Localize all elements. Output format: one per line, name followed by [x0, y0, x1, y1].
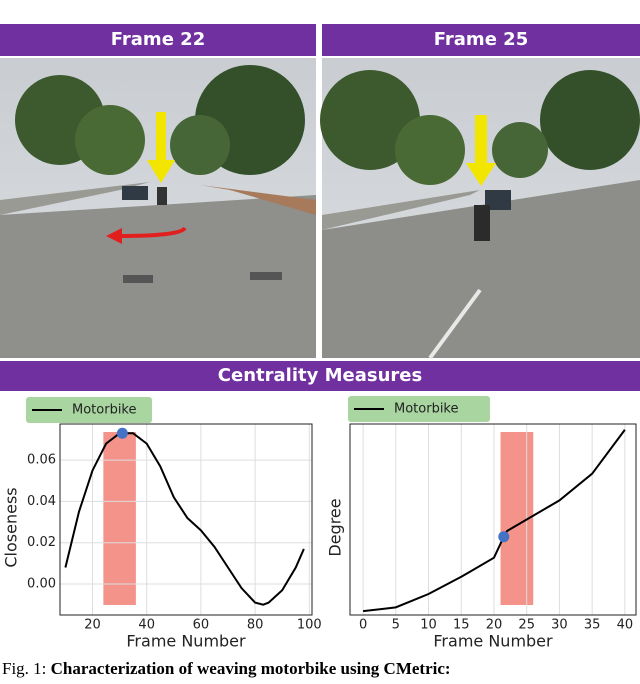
- x-tick-label: 80: [247, 618, 264, 633]
- caption-text: Characterization of weaving motorbike us…: [51, 659, 451, 678]
- highlight-span: [103, 432, 136, 605]
- x-tick-label: 15: [453, 618, 470, 633]
- x-tick-label: 20: [486, 618, 503, 633]
- frame-title: Frame 25: [434, 29, 528, 50]
- legend-label: Motorbike: [72, 403, 137, 418]
- x-tick-label: 40: [617, 618, 634, 633]
- plot-frame: [59, 423, 313, 616]
- frame-title: Frame 22: [111, 29, 205, 50]
- x-tick-label: 0: [359, 618, 367, 633]
- x-tick-label: 5: [392, 618, 400, 633]
- x-tick-label: 100: [297, 618, 322, 633]
- x-tick-label: 35: [584, 618, 601, 633]
- x-tick-label: 40: [138, 618, 155, 633]
- x-axis-label: Frame Number: [433, 632, 553, 651]
- x-tick-label: 25: [518, 618, 535, 633]
- x-tick-label: 60: [193, 618, 210, 633]
- header-bar: [0, 24, 316, 56]
- caption: Fig. 1: Characterization of weaving moto…: [2, 659, 451, 678]
- legend-label: Motorbike: [394, 402, 459, 417]
- x-tick-label: 10: [420, 618, 437, 633]
- legend-box: [26, 397, 152, 423]
- y-axis-label: Closeness: [2, 487, 21, 567]
- section-bar: [0, 361, 640, 391]
- y-axis-label: Degree: [326, 498, 345, 556]
- header-bar: [322, 24, 640, 56]
- y-tick-label: 0.04: [27, 494, 56, 509]
- marker: [498, 531, 510, 543]
- plot-frame: [349, 423, 637, 616]
- y-tick-label: 0.00: [27, 577, 56, 592]
- x-tick-label: 20: [84, 618, 101, 633]
- caption-label: Fig. 1:: [2, 659, 46, 678]
- photo: [0, 58, 316, 358]
- series-line: [362, 429, 626, 613]
- x-tick-label: 30: [551, 618, 568, 633]
- section-title: Centrality Measures: [218, 365, 422, 386]
- y-tick-label: 0.06: [27, 453, 56, 468]
- y-tick-label: 0.02: [27, 535, 56, 550]
- x-axis-label: Frame Number: [126, 632, 246, 651]
- legend-box: [348, 396, 490, 422]
- series-line: [64, 432, 305, 606]
- marker: [116, 427, 128, 439]
- photo: [320, 58, 640, 360]
